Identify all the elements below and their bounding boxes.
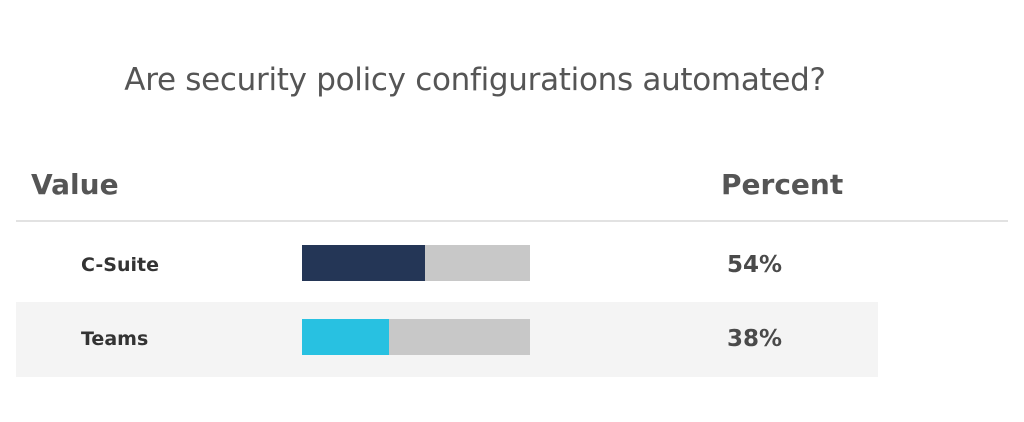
column-header-percent: Percent [721, 168, 844, 201]
percent-label-c-suite: 54% [727, 252, 783, 278]
bar-track [302, 319, 530, 355]
bar-c-suite [302, 245, 426, 281]
table-row: Teams 38% [16, 302, 878, 377]
header-divider [16, 220, 1008, 222]
bar-track [302, 245, 530, 281]
row-label-c-suite: C-Suite [81, 254, 159, 276]
bar-teams [302, 319, 389, 355]
table-row: C-Suite 54% [16, 228, 878, 303]
row-label-teams: Teams [81, 328, 149, 350]
chart-title: Are security policy configurations autom… [124, 62, 826, 98]
column-header-value: Value [31, 168, 119, 201]
percent-label-teams: 38% [727, 326, 783, 352]
